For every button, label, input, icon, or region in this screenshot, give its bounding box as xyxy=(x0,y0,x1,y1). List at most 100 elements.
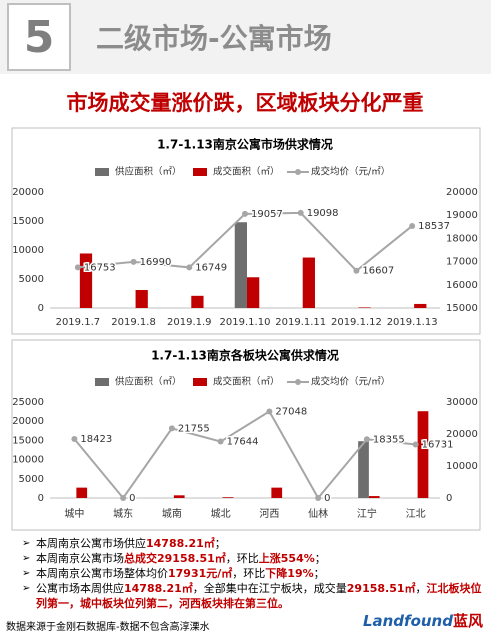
x-tick-label: 城南 xyxy=(162,507,182,520)
bullet-text: ， xyxy=(415,582,427,595)
data-label: 16753 xyxy=(84,262,116,273)
section-title: 二级市场-公寓市场 xyxy=(96,22,332,55)
data-label: 16731 xyxy=(422,439,454,450)
highlight-text: 上涨554% xyxy=(258,552,315,565)
y2-tick-label: 20000 xyxy=(446,187,478,198)
bar xyxy=(173,495,185,498)
y2-tick-label: 20000 xyxy=(446,429,478,440)
bar xyxy=(302,257,315,308)
logo-cn: 蓝风 xyxy=(452,612,483,630)
x-tick-label: 2019.1.13 xyxy=(387,317,438,328)
data-label: 0 xyxy=(324,493,330,504)
headline: 市场成交量涨价跌，区域板块分化严重 xyxy=(67,91,424,115)
bullet-text: ； xyxy=(214,537,226,550)
y2-tick-label: 10000 xyxy=(446,461,478,472)
price-marker xyxy=(409,222,416,229)
price-marker xyxy=(363,436,370,443)
highlight-text: 17931元/㎡ xyxy=(168,567,233,580)
legend-label: 成交面积（㎡） xyxy=(213,166,280,178)
legend-label: 供应面积（㎡） xyxy=(115,376,182,388)
y-tick-label: 15000 xyxy=(12,216,44,227)
y2-tick-label: 16000 xyxy=(446,280,478,291)
section-number: 5 xyxy=(24,12,55,63)
bar xyxy=(76,487,88,498)
x-tick-label: 江北 xyxy=(406,508,426,520)
legend-label: 成交均价（元/㎡） xyxy=(311,376,390,388)
data-label: 0 xyxy=(129,493,135,504)
bullet-text: ，环比 xyxy=(232,567,266,580)
slide: 5 二级市场-公寓市场 市场成交量涨价跌，区域板块分化严重 1.7-1.13南京… xyxy=(0,0,491,531)
y2-tick-label: 19000 xyxy=(446,210,478,221)
bar xyxy=(191,295,204,308)
highlight-text: 14788.21㎡ xyxy=(124,582,193,595)
price-marker xyxy=(186,264,193,271)
data-label: 18423 xyxy=(80,434,112,445)
legend-label: 供应面积（㎡） xyxy=(115,166,182,178)
highlight-text: 29158.51㎡ xyxy=(346,582,416,595)
legend-swatch xyxy=(193,378,207,386)
y-tick-label: 20000 xyxy=(12,416,44,427)
y2-tick-label: 18000 xyxy=(446,233,478,244)
x-tick-label: 2019.1.9 xyxy=(167,317,212,328)
x-tick-label: 仙林 xyxy=(308,507,328,520)
bullet: 本周南京公寓市场整体均价17931元/㎡，环比下降19%； xyxy=(22,566,484,581)
price-marker xyxy=(353,267,360,274)
x-tick-label: 河西 xyxy=(259,508,279,520)
chart-title: 1.7-1.13南京各板块公寓供求情况 xyxy=(151,348,339,363)
y-tick-label: 25000 xyxy=(12,397,44,408)
bar xyxy=(368,496,380,498)
legend-swatch xyxy=(295,379,301,385)
price-marker xyxy=(120,495,127,501)
legend-swatch xyxy=(95,168,109,176)
y2-tick-label: 17000 xyxy=(446,257,478,268)
bullet: 公寓市场本周供应14788.21㎡，全部集中在江宁板块，成交量29158.51㎡… xyxy=(22,581,484,611)
price-marker xyxy=(74,264,81,271)
price-marker xyxy=(217,438,224,445)
bullet-text: ； xyxy=(314,552,326,565)
x-tick-label: 2019.1.12 xyxy=(331,317,382,328)
bar xyxy=(135,290,148,308)
legend-swatch xyxy=(193,168,207,176)
data-label: 18355 xyxy=(373,434,405,445)
data-label: 17644 xyxy=(227,437,259,448)
y-tick-label: 10000 xyxy=(12,455,44,466)
y-tick-label: 5000 xyxy=(19,474,44,485)
bar xyxy=(271,487,283,498)
highlight-text: 总成交29158.51㎡ xyxy=(124,552,226,565)
bullet-text: 本周南京公寓市场 xyxy=(36,552,124,565)
data-label: 16607 xyxy=(362,266,394,277)
bar xyxy=(358,307,371,308)
y-tick-label: 0 xyxy=(38,493,44,504)
bullet: 本周南京公寓市场供应14788.21㎡； xyxy=(22,536,484,551)
data-label: 19098 xyxy=(307,208,339,219)
bullet-list: 本周南京公寓市场供应14788.21㎡；本周南京公寓市场总成交29158.51㎡… xyxy=(22,536,484,611)
x-tick-label: 城中 xyxy=(64,507,84,520)
bullet: 本周南京公寓市场总成交29158.51㎡，环比上涨554%； xyxy=(22,551,484,566)
bullet-text: ，环比 xyxy=(225,552,259,565)
price-marker xyxy=(412,441,419,448)
highlight-text: 14788.21㎡ xyxy=(146,537,215,550)
x-tick-label: 江宁 xyxy=(357,507,377,520)
logo-en: Landfound xyxy=(362,612,453,630)
y2-tick-label: 15000 xyxy=(446,303,478,314)
x-tick-label: 2019.1.11 xyxy=(275,317,326,328)
bullet-text: ，全部集中在江宁板块，成交量 xyxy=(192,582,347,595)
highlight-text: 下降19% xyxy=(265,567,314,580)
data-label: 21755 xyxy=(178,423,210,434)
price-marker xyxy=(242,210,248,217)
data-label: 16749 xyxy=(195,262,227,273)
y-tick-label: 0 xyxy=(38,303,44,314)
price-line xyxy=(73,410,416,500)
bullet-text: 本周南京公寓市场整体均价 xyxy=(36,567,168,580)
y-tick-label: 15000 xyxy=(12,435,44,446)
y2-tick-label: 30000 xyxy=(446,397,478,408)
source-note: 数据来源于金刚石数据库-数据不包含高淳溧水 xyxy=(6,622,210,633)
legend-label: 成交均价（元/㎡） xyxy=(311,166,390,178)
price-marker xyxy=(297,209,304,216)
x-tick-label: 城北 xyxy=(211,508,231,520)
y-tick-label: 10000 xyxy=(12,245,44,256)
price-marker xyxy=(266,408,273,415)
header-band xyxy=(0,0,491,74)
bar xyxy=(222,497,234,498)
